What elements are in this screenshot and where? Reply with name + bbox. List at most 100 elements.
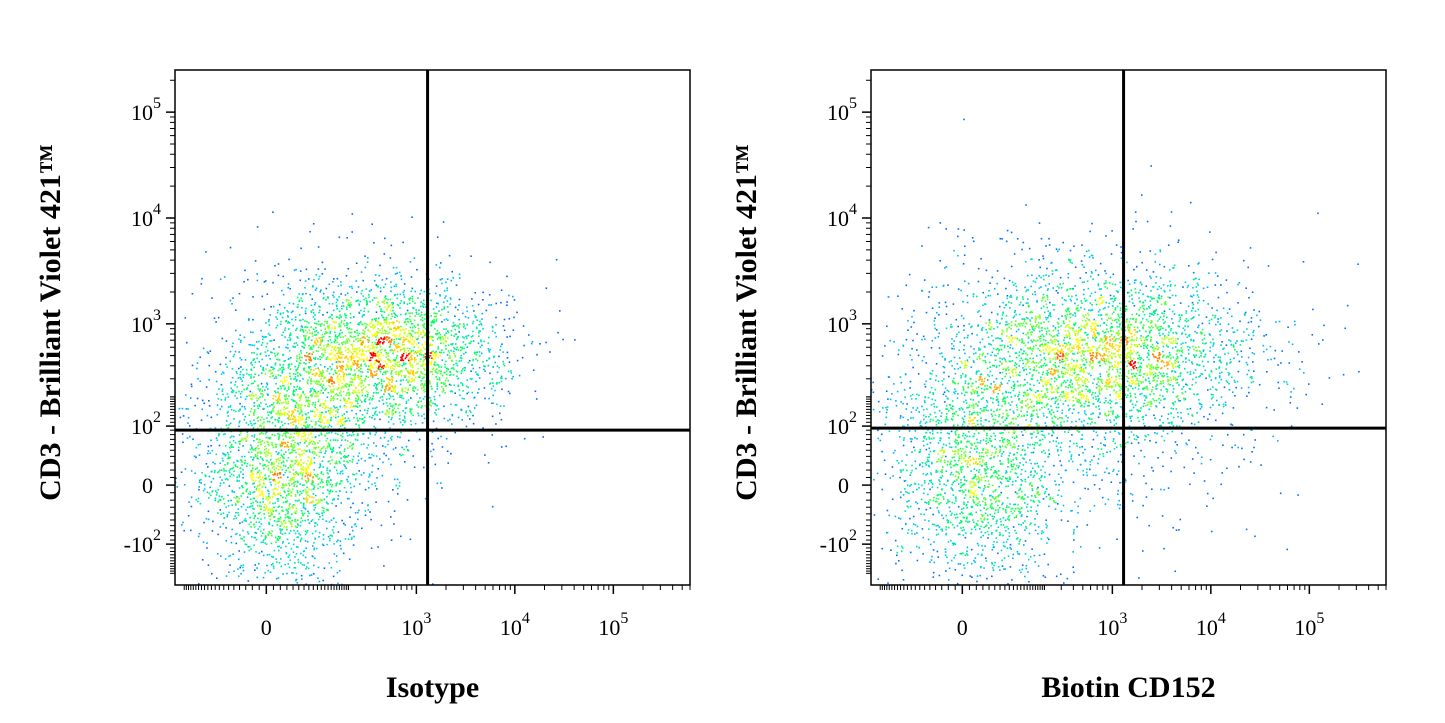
event-dot [384,413,386,415]
event-dot [268,523,271,526]
event-dot [300,492,303,494]
event-dot [321,460,324,462]
event-dot [318,311,320,314]
event-dot [373,334,376,336]
event-dot [383,302,386,305]
event-dot [314,289,317,291]
event-dot [279,525,282,527]
event-dot [464,343,467,346]
event-dot [405,445,408,448]
event-dot [349,406,352,409]
event-dot [438,377,441,379]
event-dot [394,335,396,338]
event-dot [345,363,348,366]
event-dot [347,299,350,301]
event-dot [437,372,439,374]
event-dot [381,279,384,281]
event-dot [257,441,260,444]
event-dot [249,410,252,413]
event-dot [470,255,472,257]
event-dot [444,379,447,382]
event-dot [458,304,460,306]
event-dot [334,326,336,328]
event-dot [294,365,296,368]
event-dot [294,525,297,527]
event-dot [433,320,436,323]
event-dot [440,366,443,368]
event-dot [343,413,345,415]
event-dot [264,399,266,401]
event-dot [379,305,381,308]
event-dot [205,251,207,253]
event-dot [226,412,229,414]
event-dot [271,466,274,469]
event-dot [336,298,338,301]
event-dot [338,349,341,352]
event-dot [358,378,360,380]
event-dot [210,439,212,442]
event-dot [401,395,403,397]
event-dot [478,323,480,326]
event-dot [465,385,468,388]
event-dot [250,397,252,400]
event-dot [305,501,308,503]
event-dot [271,421,274,424]
event-dot [448,383,451,386]
event-dot [279,392,281,395]
event-dot [335,409,338,411]
event-dot [394,389,397,392]
event-dot [381,474,384,477]
event-dot [449,374,451,376]
event-dot [288,410,290,413]
event-dot [307,459,309,462]
event-dot [294,462,296,465]
event-dot [249,344,252,346]
event-dot [353,523,356,526]
event-dot [302,471,305,474]
event-dot [225,340,228,342]
event-dot [413,339,415,342]
event-dot [500,446,503,448]
event-dot [290,398,293,401]
event-dot [299,386,301,389]
event-dot [253,344,256,347]
event-dot [373,318,376,320]
event-dot [400,379,402,382]
event-dot [410,369,412,372]
event-dot [288,416,290,419]
event-dot [240,359,243,361]
event-dot [273,480,276,482]
event-dot [332,397,334,399]
event-dot [307,465,309,468]
event-dot [390,463,392,466]
event-dot [476,319,479,321]
event-dot [391,405,394,408]
event-dot [243,536,245,538]
event-dot [435,315,438,318]
event-dot [447,306,449,308]
event-dot [336,452,338,454]
event-dot [381,384,384,387]
event-dot [282,461,285,463]
event-dot [287,456,290,459]
event-dot [382,325,385,328]
event-dot [312,328,315,331]
event-dot [266,293,269,295]
event-dot [319,463,321,465]
event-dot [304,540,307,542]
event-dot [307,478,310,481]
event-dot [367,310,370,313]
event-dot [231,391,233,393]
event-dot [409,361,411,363]
event-dot [315,287,318,290]
event-dot [340,457,342,460]
event-dot [259,352,262,355]
event-dot [297,303,299,306]
event-dot [423,335,425,338]
event-dot [420,372,423,374]
event-dot [330,411,333,413]
event-dot [360,474,363,476]
event-dot [300,423,302,426]
event-dot [282,424,284,426]
event-dot [254,479,257,482]
